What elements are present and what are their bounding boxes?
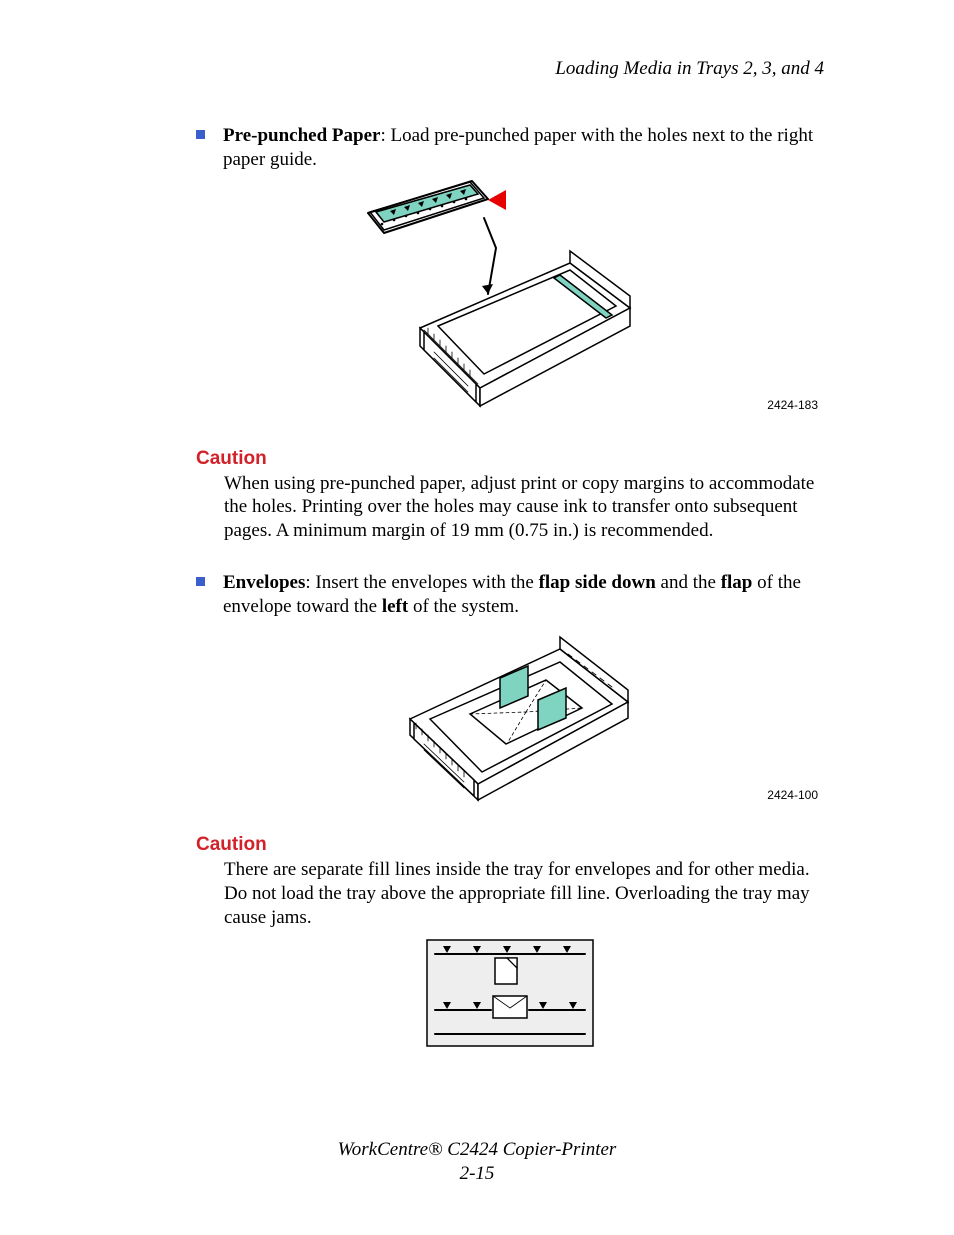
bullet-text: Pre-punched Paper: Load pre-punched pape… (223, 124, 824, 172)
footer-product: WorkCentre® C2424 Copier-Printer (0, 1138, 954, 1163)
bullet-icon (196, 130, 205, 139)
caution-body-2: There are separate fill lines inside the… (224, 858, 824, 929)
tray-envelope-illustration (360, 624, 660, 804)
footer-page-number: 2-15 (0, 1162, 954, 1187)
figure-label: 2424-100 (767, 788, 818, 802)
figure-tray-prepunched: 2424-183 (196, 178, 824, 418)
caution-heading: Caution (196, 834, 824, 856)
bullet-prepunched: Pre-punched Paper: Load pre-punched pape… (196, 124, 824, 172)
bullet-text: Envelopes: Insert the envelopes with the… (223, 571, 824, 619)
bullet-envelopes: Envelopes: Insert the envelopes with the… (196, 571, 824, 619)
tray-prepunched-illustration (360, 178, 660, 418)
bullet-icon (196, 577, 205, 586)
fill-line-illustration (425, 938, 595, 1048)
caution-body-1: When using pre-punched paper, adjust pri… (224, 472, 824, 543)
figure-tray-envelope: 2424-100 (196, 624, 824, 804)
figure-fill-lines (196, 938, 824, 1048)
bullet-label: Pre-punched Paper (223, 125, 380, 146)
page-footer: WorkCentre® C2424 Copier-Printer 2-15 (0, 1138, 954, 1187)
bullet-label: Envelopes (223, 572, 305, 593)
caution-heading: Caution (196, 448, 824, 470)
document-page: Loading Media in Trays 2, 3, and 4 Pre-p… (0, 0, 954, 1235)
figure-label: 2424-183 (767, 398, 818, 412)
section-header: Loading Media in Trays 2, 3, and 4 (196, 58, 824, 80)
